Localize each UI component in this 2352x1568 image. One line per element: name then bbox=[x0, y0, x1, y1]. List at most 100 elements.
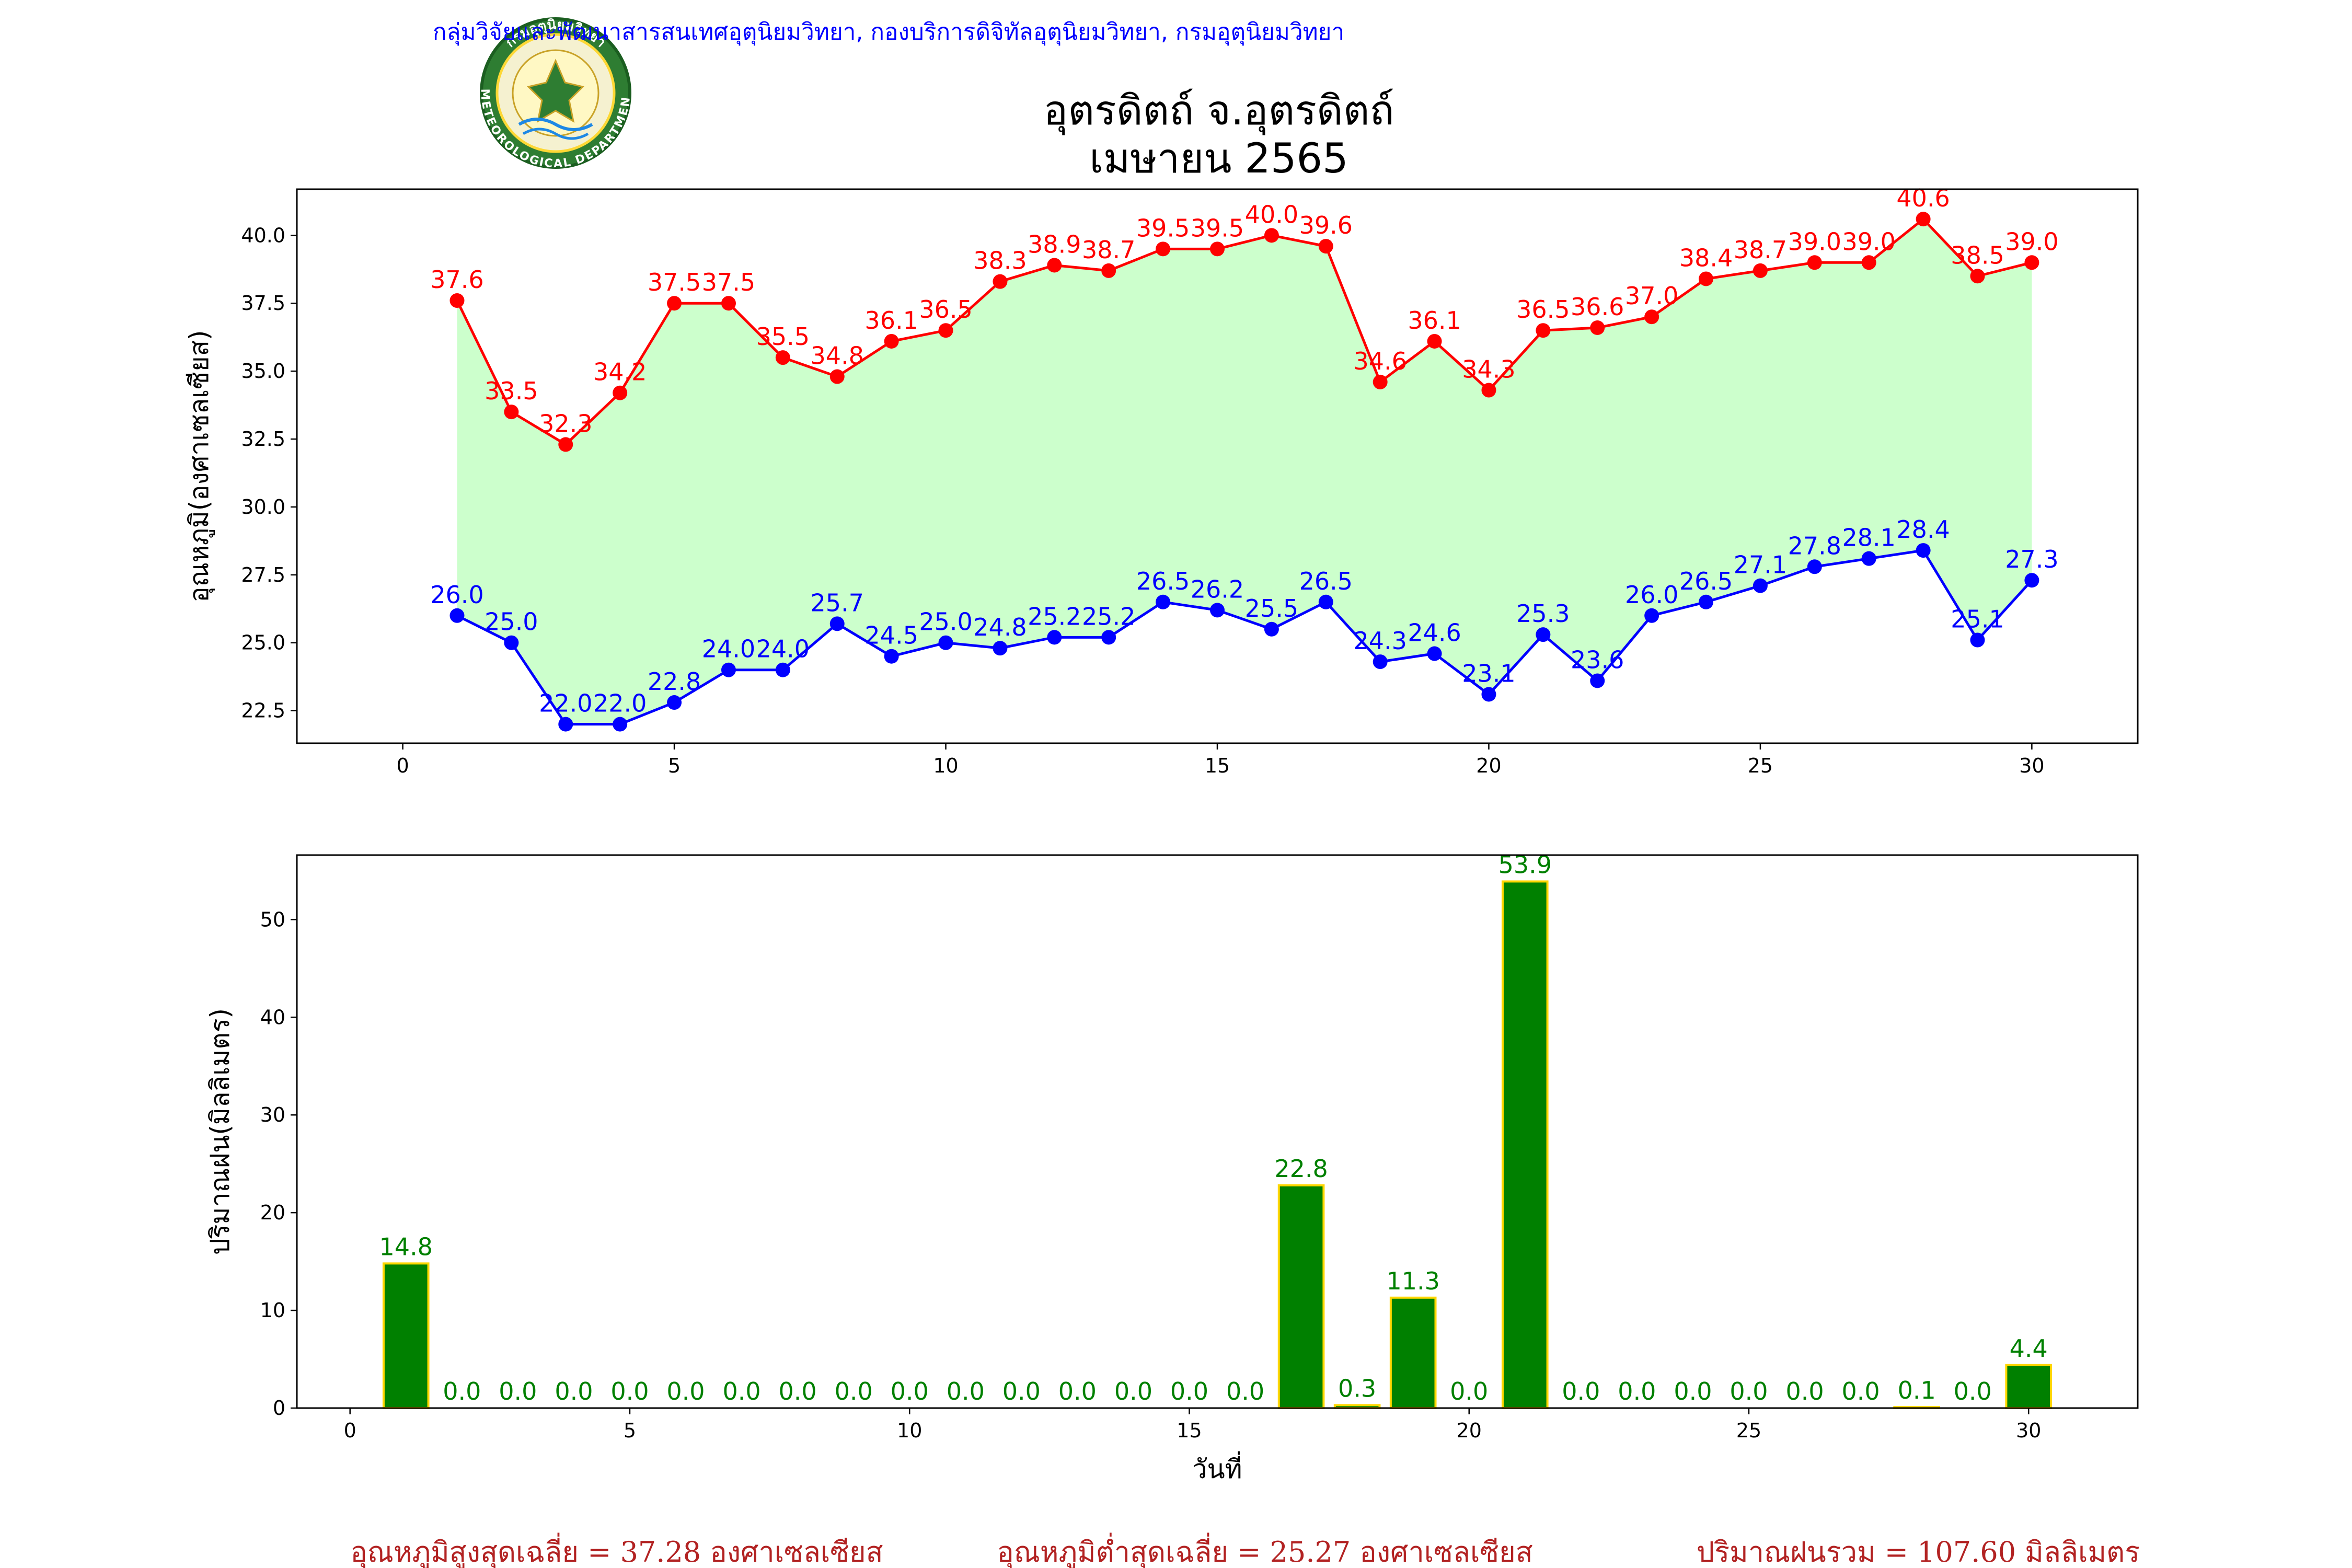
data-point-min bbox=[1861, 551, 1876, 566]
rainfall-x-tick-label: 15 bbox=[1177, 1419, 1202, 1442]
data-point-max bbox=[1699, 271, 1714, 286]
data-point-min bbox=[884, 649, 899, 664]
data-point-min bbox=[449, 608, 465, 623]
series-line-max bbox=[456, 217, 2033, 446]
data-label-min: 28.1 bbox=[1842, 524, 1896, 552]
rain-bar-label: 0.0 bbox=[1785, 1377, 1824, 1405]
temperature-x-tick-label: 25 bbox=[1748, 754, 1773, 777]
rainfall-chart: 14.8 0.0 0.0 0.0 0.0 0.0 0.0 0.0 0.0 0.0 0.0 0.0 0.0… bbox=[205, 850, 2139, 1484]
rainfall-x-tick-label: 0 bbox=[344, 1419, 356, 1442]
rainfall-y-tick-label: 0 bbox=[273, 1397, 285, 1420]
rainfall-x-tick-label: 10 bbox=[897, 1419, 922, 1442]
rainfall-y-axis-title: ปริมาณฝน(มิลลิเมตร) bbox=[205, 1008, 235, 1255]
temperature-y-tick-label: 35.0 bbox=[241, 360, 285, 383]
temperature-y-tick-label: 32.5 bbox=[241, 428, 285, 451]
rain-bar-label: 14.8 bbox=[379, 1232, 433, 1261]
data-label-max: 36.5 bbox=[919, 295, 972, 324]
data-label-min: 25.0 bbox=[485, 608, 538, 636]
data-label-min: 26.2 bbox=[1191, 575, 1244, 603]
data-point-max bbox=[829, 369, 845, 384]
data-label-max: 32.3 bbox=[539, 409, 592, 437]
rain-bar-label: 0.0 bbox=[779, 1377, 817, 1405]
rain-bar-label: 0.0 bbox=[1730, 1377, 1768, 1405]
data-point-min bbox=[1156, 594, 1171, 609]
rain-bar bbox=[2005, 1364, 2053, 1410]
data-point-max bbox=[1753, 263, 1768, 278]
rain-bar-label: 11.3 bbox=[1386, 1267, 1439, 1295]
data-point-min bbox=[613, 717, 628, 732]
data-point-max bbox=[558, 437, 573, 452]
data-point-max bbox=[1481, 383, 1496, 398]
data-label-max: 34.3 bbox=[1462, 355, 1515, 384]
data-point-min bbox=[1481, 687, 1496, 702]
data-point-max bbox=[993, 274, 1008, 289]
data-label-min: 24.6 bbox=[1408, 619, 1461, 647]
data-label-min: 22.0 bbox=[593, 689, 647, 718]
data-label-max: 36.1 bbox=[864, 306, 918, 335]
data-label-min: 25.5 bbox=[1245, 594, 1298, 622]
data-point-min bbox=[1264, 621, 1279, 637]
rainfall-x-axis-title: วันที่ bbox=[1192, 1451, 1242, 1484]
rainfall-x-tick-label: 5 bbox=[624, 1419, 636, 1442]
data-point-max bbox=[613, 385, 628, 400]
data-label-min: 27.1 bbox=[1734, 551, 1787, 579]
temperature-x-tick-label: 0 bbox=[396, 754, 409, 777]
data-label-max: 38.5 bbox=[1951, 241, 2004, 269]
rain-bar-label: 0.0 bbox=[835, 1377, 873, 1405]
data-label-max: 40.6 bbox=[1896, 184, 1950, 212]
rain-bar-label: 0.0 bbox=[1842, 1377, 1880, 1405]
footer-avg-min: อุณหภูมิต่ำสุดเฉลี่ย = 25.27 องศาเซลเซีย… bbox=[997, 1532, 1532, 1568]
rainfall-y-tick-label: 40 bbox=[260, 1006, 285, 1029]
data-point-min bbox=[1318, 594, 1333, 609]
temperature-chart: 37.633.532.334.237.5 37.535.534.836.1 36.5… bbox=[184, 184, 2139, 777]
data-label-max: 36.1 bbox=[1408, 306, 1461, 335]
data-point-max bbox=[504, 405, 519, 420]
data-label-min: 24.0 bbox=[702, 635, 755, 663]
chart-title-line2: เมษายน 2565 bbox=[1089, 135, 1348, 182]
data-point-max bbox=[1970, 269, 1985, 284]
temperature-x-tick-label: 30 bbox=[2019, 754, 2044, 777]
data-point-min bbox=[504, 635, 519, 650]
data-label-min: 24.3 bbox=[1353, 627, 1406, 655]
rain-bar-label: 0.0 bbox=[666, 1377, 705, 1405]
data-label-min: 26.5 bbox=[1136, 567, 1190, 595]
data-point-max bbox=[884, 333, 899, 349]
data-point-max bbox=[1427, 333, 1442, 349]
rain-bar-label: 0.0 bbox=[555, 1377, 593, 1405]
data-label-min: 27.3 bbox=[2005, 545, 2058, 573]
data-point-max bbox=[667, 296, 682, 311]
temperature-x-tick-label: 10 bbox=[933, 754, 958, 777]
data-label-max: 38.4 bbox=[1679, 244, 1733, 272]
data-point-max bbox=[1916, 212, 1931, 227]
rain-bar-label: 0.1 bbox=[1898, 1376, 1936, 1404]
data-point-max bbox=[1101, 263, 1116, 278]
rain-bar-label: 0.0 bbox=[1170, 1377, 1208, 1405]
data-point-max bbox=[1644, 309, 1659, 325]
rain-bar-label: 0.3 bbox=[1338, 1374, 1376, 1402]
rain-bar-label: 22.8 bbox=[1274, 1155, 1328, 1183]
rain-bar-label: 0.0 bbox=[610, 1377, 649, 1405]
data-label-min: 26.5 bbox=[1679, 567, 1733, 595]
data-point-min bbox=[775, 662, 790, 677]
data-label-min: 25.3 bbox=[1516, 599, 1570, 628]
data-point-min bbox=[667, 695, 682, 710]
rainfall-y-tick-label: 20 bbox=[260, 1201, 285, 1224]
temperature-x-tick-label: 15 bbox=[1205, 754, 1230, 777]
data-label-max: 34.6 bbox=[1353, 347, 1406, 375]
footer-total-rain: ปริมาณฝนรวม = 107.60 มิลลิเมตร bbox=[1697, 1536, 2140, 1568]
rain-bar-label: 4.4 bbox=[2010, 1334, 2048, 1363]
rainfall-plot-frame bbox=[296, 854, 2139, 1409]
data-point-max bbox=[1156, 241, 1171, 257]
rain-bar-label: 0.0 bbox=[722, 1377, 760, 1405]
rainfall-x-tick-label: 30 bbox=[2016, 1419, 2041, 1442]
data-point-min bbox=[1047, 630, 1062, 645]
data-label-max: 36.5 bbox=[1516, 295, 1570, 324]
rain-bar bbox=[1501, 880, 1549, 1409]
data-label-max: 38.3 bbox=[973, 247, 1027, 275]
data-label-min: 25.2 bbox=[1028, 602, 1081, 630]
data-label-max: 38.9 bbox=[1028, 230, 1081, 258]
rainfall-y-tick-label: 50 bbox=[260, 908, 285, 931]
data-point-min bbox=[1807, 559, 1822, 574]
data-label-max: 39.0 bbox=[1788, 227, 1841, 256]
